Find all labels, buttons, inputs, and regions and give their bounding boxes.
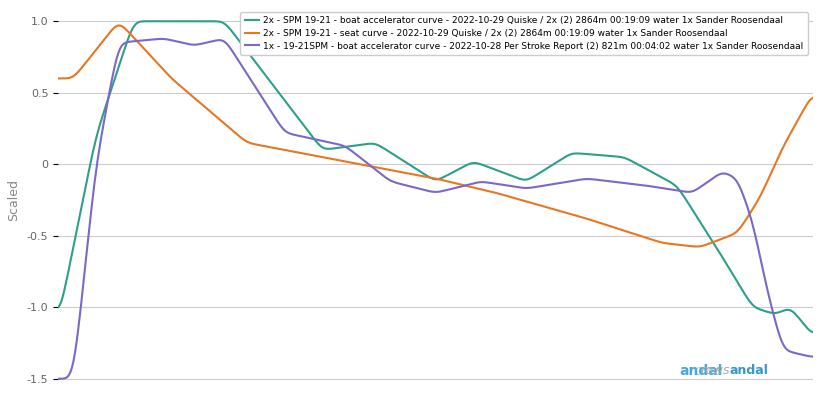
Legend: 2x - SPM 19-21 - boat accelerator curve - 2022-10-29 Quiske / 2x (2) 2864m 00:19: 2x - SPM 19-21 - boat accelerator curve … bbox=[240, 12, 807, 55]
Text: rows: rows bbox=[699, 364, 729, 377]
Text: andal: andal bbox=[678, 364, 722, 378]
Y-axis label: Scaled: Scaled bbox=[7, 179, 20, 221]
Text: andal: andal bbox=[729, 364, 767, 377]
Text: rows: rows bbox=[689, 364, 722, 378]
